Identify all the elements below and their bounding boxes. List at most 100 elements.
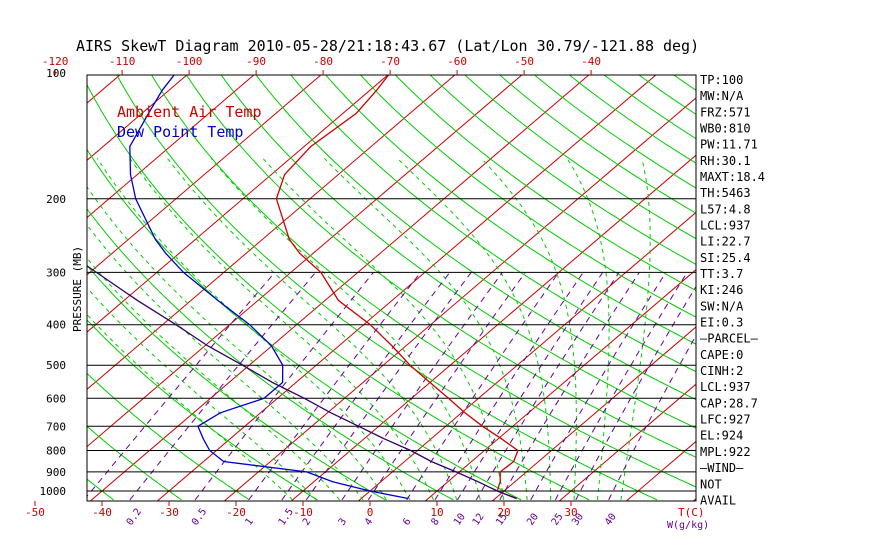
dry-adiabat-line <box>220 75 696 429</box>
isobars <box>87 198 696 492</box>
stability-index: LFC:927 <box>700 413 751 427</box>
top-axis-tick-label: -50 <box>514 55 534 68</box>
pressure-tick-label: 200 <box>46 193 66 206</box>
profile-lines <box>87 75 519 500</box>
moist-adiabat-line <box>480 157 577 500</box>
mixing-ratio-line <box>434 272 584 501</box>
stability-index: SI:25.4 <box>700 251 751 265</box>
moist-adiabat-line <box>210 157 481 501</box>
legend-dewpoint: Dew Point Temp <box>117 123 243 141</box>
stability-index: MW:N/A <box>700 89 744 103</box>
stability-index: MPL:922 <box>700 445 751 459</box>
mixing-ratio-line <box>87 272 276 498</box>
bottom-axis-tick-label: 20 <box>497 506 510 519</box>
pressure-tick-label: 600 <box>46 392 66 405</box>
stability-index: CAP:28.7 <box>700 396 758 410</box>
stability-index: –PARCEL– <box>700 332 759 346</box>
isotherm-line <box>752 54 870 508</box>
pressure-tick-label: 500 <box>46 359 66 372</box>
stability-index: CAPE:0 <box>700 348 743 362</box>
stability-index: SW:N/A <box>700 299 744 313</box>
stability-index: –WIND– <box>700 461 744 475</box>
pressure-tick-label: 900 <box>46 466 66 479</box>
dry-adiabat-line <box>359 75 696 318</box>
top-axis-tick-label: -90 <box>246 55 266 68</box>
stability-index: LCL:937 <box>700 219 751 233</box>
isotherm-line <box>223 97 696 501</box>
pressure-tick-label: 100 <box>46 67 66 80</box>
mixing-ratio-label: 10 <box>452 512 468 528</box>
stability-index: TP:100 <box>700 73 743 87</box>
stability-index: EI:0.3 <box>700 316 743 330</box>
mixing-ratio-line <box>406 272 560 501</box>
stability-index: WB0:810 <box>700 122 751 136</box>
dry-adiabat-line <box>116 75 658 501</box>
mixing-ratio-line <box>367 272 526 501</box>
dry-adiabat-line <box>464 75 696 240</box>
moist-adiabat-line <box>87 186 387 501</box>
legend-temperature: Ambient Air Temp <box>117 103 262 121</box>
pressure-tick-label: 1000 <box>40 485 67 498</box>
parcel-path-line <box>87 265 517 500</box>
mixing-ratio-line <box>475 272 620 501</box>
dewpoint-profile-line <box>129 75 409 500</box>
temperature-profile-line <box>275 75 519 500</box>
isotherm-line <box>87 75 389 333</box>
mixing-ratio-line <box>129 272 316 501</box>
dry-adiabat-line <box>499 75 696 214</box>
axes: 0.2 0.5 1 1.5 2 3 4 6 8 10 12 15 20 25 30 40 W(g/kg)1002… <box>25 55 709 531</box>
bottom-axis-tick-label: -20 <box>226 506 246 519</box>
stability-index: AVAIL <box>700 493 736 507</box>
mixing-ratio-label: 2 <box>301 516 313 527</box>
stability-index: RH:30.1 <box>700 154 751 168</box>
mixing-ratio-line <box>457 272 604 501</box>
dry-adiabat-line <box>151 75 696 488</box>
isotherm-line <box>0 54 78 508</box>
mixing-ratio-label: 8 <box>429 516 441 527</box>
stability-index: L57:4.8 <box>700 202 751 216</box>
dry-adiabat-line <box>87 478 114 501</box>
top-axis-tick-label: -100 <box>176 55 203 68</box>
mixing-ratio-label: 3 <box>337 516 349 527</box>
top-axis-tick-label: -120 <box>42 55 69 68</box>
stability-index: NOT <box>700 477 722 491</box>
pressure-tick-label: 700 <box>46 420 66 433</box>
stability-index: LI:22.7 <box>700 235 751 249</box>
stability-index: MAXT:18.4 <box>700 170 765 184</box>
bottom-axis-tick-label: 0 <box>367 506 374 519</box>
isotherm-line <box>357 211 696 501</box>
dry-adiabat-line <box>87 83 590 501</box>
isotherm-line <box>491 326 696 501</box>
isotherm-line <box>87 75 188 161</box>
pressure-tick-label: 300 <box>46 266 66 279</box>
dry-adiabat-line <box>87 148 522 501</box>
isotherm-line <box>87 75 322 276</box>
mixing-ratio-line <box>575 285 696 501</box>
top-axis-tick-label: -70 <box>380 55 400 68</box>
isotherm-line <box>0 54 11 508</box>
mixing-ratio-label: 12 <box>471 512 487 528</box>
isotherm-line <box>156 75 657 501</box>
dry-adiabat-line <box>394 75 696 292</box>
top-axis-tick-label: -80 <box>313 55 333 68</box>
dry-adiabat-line <box>87 425 182 501</box>
mixing-ratio-line <box>281 272 451 501</box>
stability-index: EL:924 <box>700 429 743 443</box>
pressure-tick-label: 800 <box>46 445 66 458</box>
chart-title: AIRS SkewT Diagram 2010-05-28/21:18:43.6… <box>76 37 699 55</box>
top-axis-tick-label: -40 <box>581 55 601 68</box>
isotherm-line <box>424 269 696 501</box>
mixing-ratio-label: 0.5 <box>190 507 209 528</box>
dry-adiabat-line <box>0 73 46 500</box>
dry-adiabat-line <box>87 208 454 501</box>
mixing-ratio-label: 6 <box>401 516 413 527</box>
mixing-ratio-label: 20 <box>525 512 541 528</box>
y-axis-label: PRESSURE (MB) <box>71 246 84 332</box>
moist-adiabat-line <box>129 158 434 501</box>
mixing-ratio-label: 40 <box>603 512 619 528</box>
mixing-ratio-line <box>608 334 696 501</box>
moist-adiabat-line <box>87 257 340 501</box>
isotherm-line <box>558 383 696 501</box>
bottom-axis-unit: T(C) <box>678 506 705 519</box>
